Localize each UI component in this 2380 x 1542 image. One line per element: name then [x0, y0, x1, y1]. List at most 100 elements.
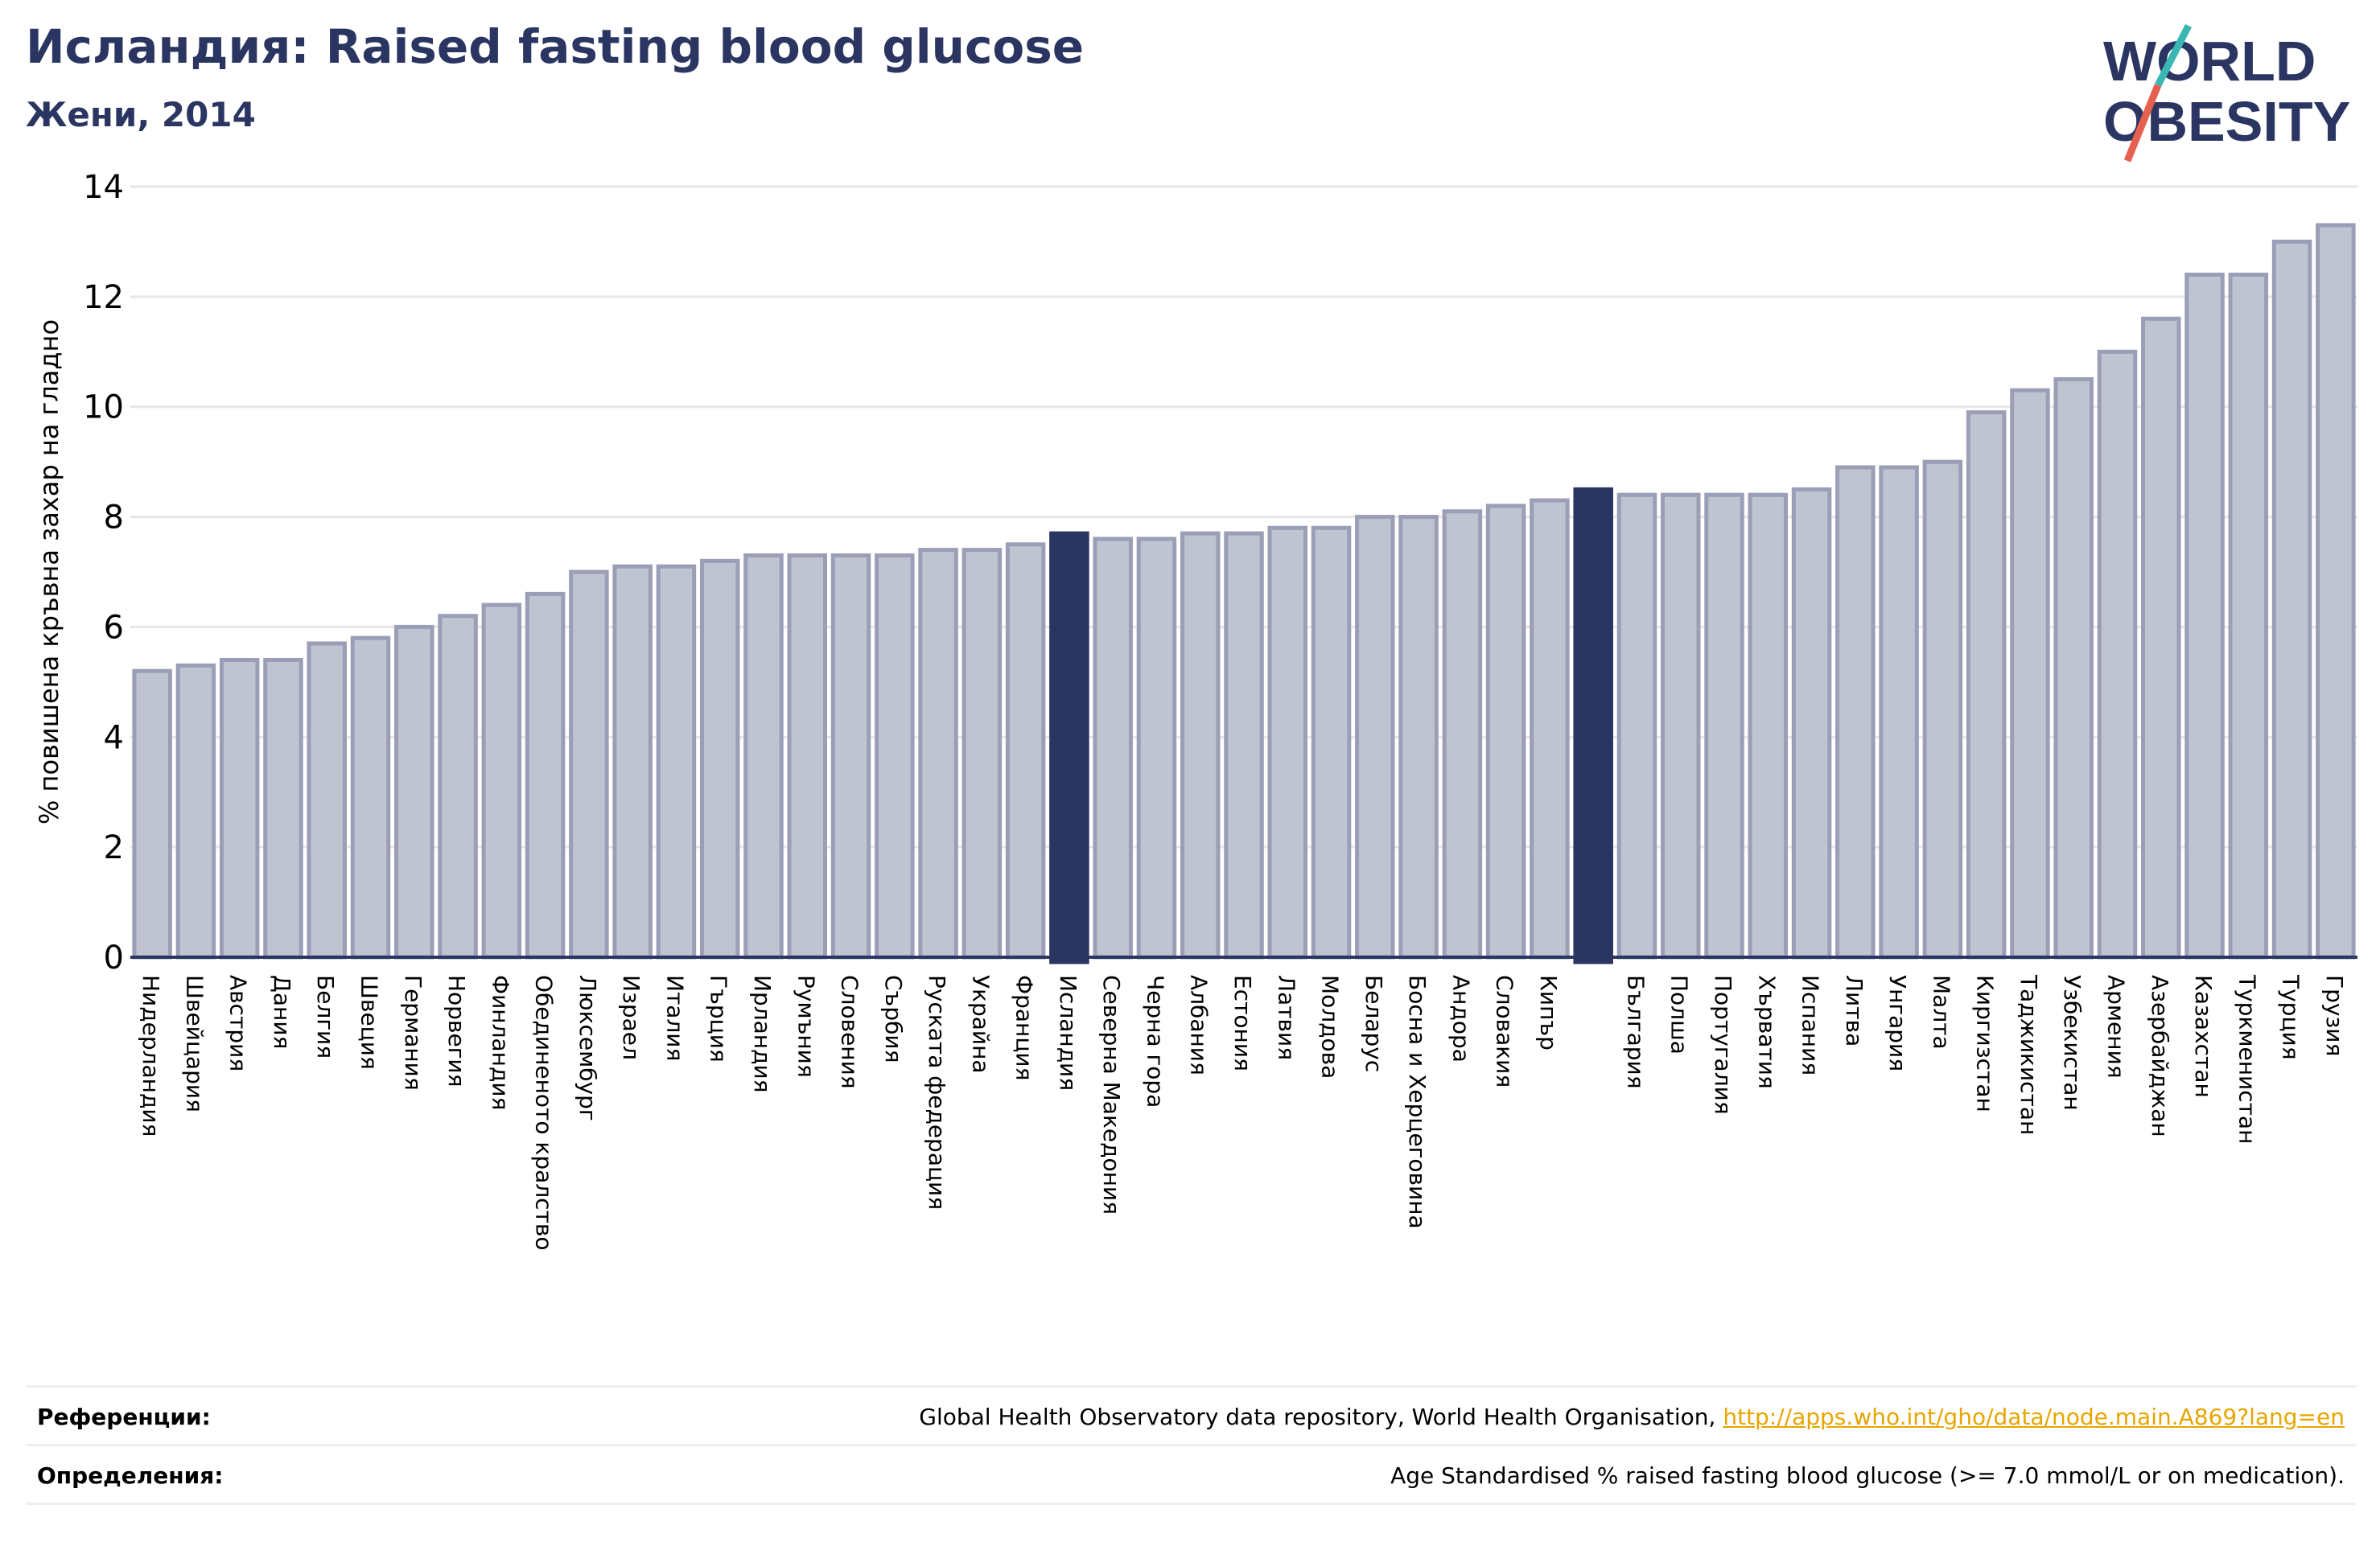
- bar: [1835, 465, 1876, 960]
- bar: [2271, 239, 2312, 960]
- x-tick-label: Грузия: [2321, 975, 2348, 1056]
- x-tick-label: Обединеното кралство: [531, 975, 558, 1250]
- bar: [438, 614, 478, 960]
- bar: [394, 624, 434, 960]
- x-tick-label: Литва: [1841, 975, 1867, 1047]
- world-obesity-logo: WORLD OBESITY: [2103, 24, 2350, 162]
- bar: [1136, 537, 1177, 960]
- bar: [2053, 377, 2094, 960]
- y-tick-label: 10: [83, 389, 124, 426]
- bar: [2010, 388, 2050, 960]
- bar: [743, 553, 784, 960]
- bar: [263, 657, 303, 960]
- x-tick-label: Испания: [1797, 975, 1824, 1075]
- bar: [1660, 492, 1701, 960]
- y-axis-label: % повишена кръвна захар на гладно: [34, 319, 64, 824]
- bar: [1180, 531, 1221, 960]
- logo-line1: WORLD: [2103, 30, 2316, 93]
- x-tick-label: Армения: [2102, 975, 2129, 1079]
- definitions-text: Age Standardised % raised fasting blood …: [1390, 1462, 2345, 1489]
- bar: [2097, 349, 2138, 960]
- x-tick-label: Словения: [837, 975, 863, 1089]
- logo-slash-teal: [2154, 24, 2193, 88]
- bar: [1616, 492, 1657, 960]
- references-row: Референции: Global Health Observatory da…: [26, 1385, 2356, 1444]
- bar: [1093, 537, 1133, 960]
- x-tick-label: Азербайджан: [2147, 975, 2173, 1137]
- y-tick-label: 8: [104, 500, 124, 537]
- x-tick-label: Киргизстан: [1972, 975, 1999, 1112]
- x-tick-label: Латвия: [1273, 975, 1299, 1060]
- bar: [1398, 515, 1439, 960]
- y-tick-label: 14: [83, 169, 124, 206]
- bar: [2184, 272, 2225, 960]
- x-tick-label: Босна и Херцеговина: [1404, 975, 1431, 1229]
- x-tick-label: Нидерландия: [138, 975, 164, 1137]
- references-link[interactable]: http://apps.who.int/gho/data/node.main.A…: [1723, 1404, 2345, 1430]
- x-tick-label: Полша: [1666, 975, 1693, 1055]
- x-tick-label: Черна гора: [1142, 975, 1168, 1108]
- bar: [1224, 531, 1264, 960]
- x-tick-label: Андора: [1447, 975, 1474, 1063]
- bar: [1005, 542, 1046, 960]
- bar: [1748, 492, 1789, 960]
- bar: [656, 564, 697, 960]
- bar: [612, 564, 653, 960]
- bar: [307, 641, 347, 960]
- bar: [1355, 515, 1395, 960]
- bar: [1922, 459, 1963, 960]
- x-tick-label: Гърция: [706, 975, 732, 1063]
- bar: [1704, 492, 1744, 960]
- bar: [175, 663, 216, 960]
- x-tick-label: Унгария: [1884, 975, 1911, 1071]
- bar: [219, 657, 260, 960]
- bar: [1791, 487, 1832, 960]
- bar-chart: 0 2 4 6 8 10 12 14 % повишена кръвна захар на гл…: [34, 169, 2357, 1250]
- x-tick-label: Белгия: [312, 975, 339, 1059]
- bar: [875, 553, 915, 960]
- bar: [569, 570, 609, 960]
- x-tick-label: Руската федерация: [924, 975, 950, 1210]
- x-tick-label: Финландия: [487, 975, 513, 1110]
- bar: [961, 548, 1003, 960]
- x-tick-label: Португалия: [1710, 975, 1736, 1115]
- bar: [132, 668, 172, 960]
- references-label: Референции:: [37, 1404, 211, 1430]
- x-tick-label: Люксембург: [574, 975, 601, 1121]
- x-tick-label: Ирландия: [749, 975, 776, 1092]
- x-tick-label: Швейцария: [181, 975, 208, 1112]
- bar: [1485, 504, 1526, 960]
- x-tick-label: Украйна: [967, 975, 994, 1074]
- y-tick-label: 0: [104, 940, 124, 977]
- x-tick-label: Швеция: [356, 975, 383, 1070]
- bar: [699, 558, 740, 960]
- x-tick-label: Турция: [2278, 974, 2304, 1060]
- chart-title: Исландия: Raised fasting blood glucose: [26, 19, 1085, 74]
- x-tick-label: Норвегия: [443, 975, 470, 1087]
- bar: [1311, 525, 1352, 960]
- bar: [2141, 316, 2181, 960]
- bar: [1530, 498, 1570, 960]
- definitions-row: Определения: Age Standardised % raised f…: [26, 1444, 2356, 1505]
- x-tick-label: Кипър: [1535, 975, 1562, 1051]
- x-tick-label: Северна Македония: [1098, 975, 1125, 1215]
- x-tick-label: Румъния: [793, 975, 819, 1078]
- bar: [2228, 272, 2269, 960]
- references-text: Global Health Observatory data repositor…: [919, 1404, 2345, 1430]
- x-tick-label: Албания: [1186, 975, 1213, 1075]
- definitions-label: Определения:: [37, 1462, 224, 1489]
- bar: [350, 635, 391, 960]
- x-tick-label: Беларус: [1361, 975, 1387, 1072]
- bar: [481, 602, 522, 960]
- x-tick-label: Дания: [269, 975, 295, 1049]
- x-tick-label: Молдова: [1317, 975, 1344, 1079]
- chart-subtitle: Жени, 2014: [26, 95, 256, 134]
- x-tick-label: Малта: [1928, 975, 1954, 1050]
- x-tick-label: Узбекистан: [2059, 975, 2086, 1111]
- y-tick-label: 2: [104, 829, 124, 866]
- bar: [787, 553, 828, 960]
- references-table: Референции: Global Health Observatory da…: [26, 1385, 2356, 1505]
- x-tick-label: Германия: [400, 975, 426, 1091]
- bar: [2316, 223, 2356, 960]
- bar: [1049, 531, 1089, 964]
